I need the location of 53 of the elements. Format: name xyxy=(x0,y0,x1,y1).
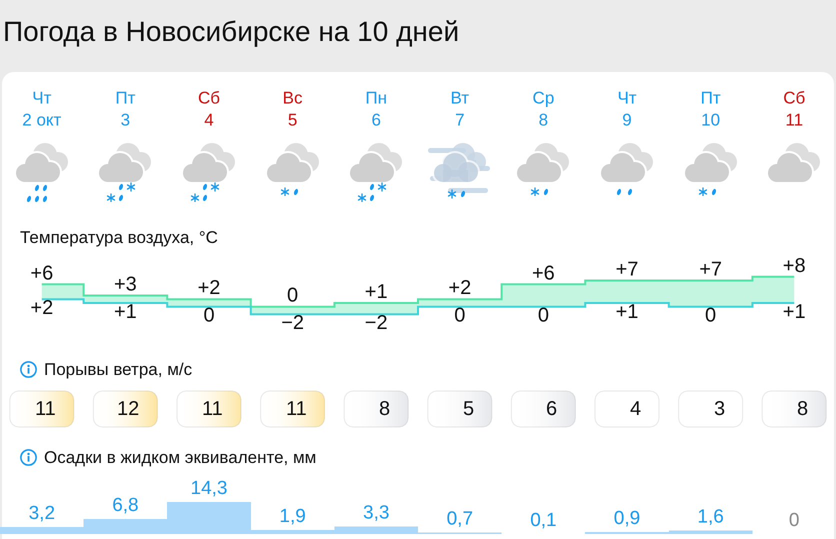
data-label: 12 xyxy=(117,398,140,420)
x-tick-label: Пт 3 xyxy=(115,88,136,130)
x-tick-label: Вт 7 xyxy=(450,88,470,130)
data-label: +2 xyxy=(198,277,220,300)
data-label: +7 xyxy=(699,258,722,281)
data-label: +3 xyxy=(114,274,137,296)
data-label: +8 xyxy=(782,254,806,277)
x-tick-label: Пн 6 xyxy=(365,88,388,130)
data-label: 3,3 xyxy=(362,502,390,524)
x-tick-label: Сб 11 xyxy=(783,88,806,130)
data-label: 0,1 xyxy=(530,510,557,531)
data-label: 6 xyxy=(546,398,558,420)
x-tick-label: Вс 5 xyxy=(282,88,304,130)
data-label: 3,2 xyxy=(28,502,56,524)
data-label: 1,9 xyxy=(279,506,306,527)
data-label: +2 xyxy=(448,277,472,300)
x-tick-label: Сб 4 xyxy=(198,88,220,130)
chart-title: Осадки в жидком эквиваленте, мм xyxy=(44,448,316,468)
data-label: +1 xyxy=(364,280,388,303)
data-label: 1,6 xyxy=(697,506,724,528)
data-label: +7 xyxy=(616,258,638,281)
data-label: 0 xyxy=(203,304,215,327)
y-axis-title: Температура воздуха, °C xyxy=(20,228,218,248)
data-label: 11 xyxy=(286,398,307,420)
data-label: 0 xyxy=(538,304,549,327)
data-label: 8 xyxy=(379,398,390,420)
data-label: 6,8 xyxy=(112,494,139,516)
data-label: 3 xyxy=(714,398,726,420)
data-label: +1 xyxy=(616,300,638,323)
x-tick-label: Ср 8 xyxy=(532,88,554,130)
x-tick-label: Пт 10 xyxy=(700,88,721,130)
data-label: 11 xyxy=(35,398,56,420)
data-label: 8 xyxy=(797,398,808,420)
data-label: 14,3 xyxy=(190,478,228,499)
data-label: +2 xyxy=(30,297,54,320)
data-label: 5 xyxy=(463,398,474,420)
data-label: −2 xyxy=(281,312,304,334)
x-tick-label: Чт 9 xyxy=(617,88,637,130)
chart-title: Погода в Новосибирске на 10 дней xyxy=(3,16,460,47)
data-label: 0 xyxy=(705,304,716,327)
data-label: −2 xyxy=(364,312,388,334)
data-label: +6 xyxy=(532,262,555,284)
data-label: 4 xyxy=(630,398,642,420)
data-label: 0,9 xyxy=(614,508,640,529)
data-label: +6 xyxy=(30,262,54,284)
x-tick-label: Чт 2 окт xyxy=(22,88,62,130)
data-label: +1 xyxy=(114,300,137,323)
data-label: 0 xyxy=(788,510,800,531)
data-label: 11 xyxy=(202,398,223,420)
data-label: 0 xyxy=(287,284,298,307)
data-label: 0,7 xyxy=(446,508,474,530)
data-label: 0 xyxy=(454,304,466,327)
data-label: +1 xyxy=(782,300,806,323)
